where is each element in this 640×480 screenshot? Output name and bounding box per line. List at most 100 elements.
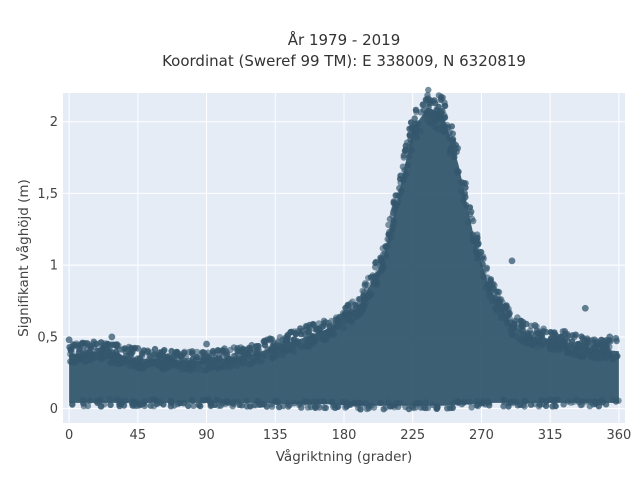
data-point	[229, 360, 236, 367]
data-point	[397, 179, 404, 186]
data-point	[357, 302, 365, 309]
data-point	[114, 360, 121, 367]
data-point	[483, 266, 490, 273]
data-point	[573, 396, 580, 403]
data-point	[107, 401, 114, 409]
data-point	[107, 359, 114, 366]
data-point	[480, 399, 487, 406]
data-point	[425, 103, 432, 111]
data-point	[304, 404, 312, 411]
data-point	[546, 345, 554, 353]
outlier-point	[581, 304, 589, 312]
data-point	[544, 397, 551, 404]
data-point	[525, 332, 532, 339]
data-point	[237, 344, 244, 351]
data-point	[322, 404, 329, 412]
data-point	[478, 248, 485, 256]
data-point	[106, 396, 114, 403]
data-point	[268, 401, 275, 408]
data-point	[151, 345, 159, 353]
data-point	[522, 339, 529, 346]
data-point	[565, 398, 572, 405]
data-point	[357, 406, 364, 413]
data-point	[549, 403, 556, 410]
data-point	[195, 360, 202, 367]
y-tick-label: 0,5	[37, 330, 58, 345]
data-point	[392, 192, 399, 199]
data-point	[68, 348, 75, 355]
data-point	[254, 351, 261, 358]
data-point	[372, 264, 379, 271]
data-point	[114, 353, 121, 360]
data-point	[282, 341, 289, 348]
data-point	[560, 401, 567, 408]
data-point	[578, 401, 586, 408]
data-point	[422, 399, 430, 406]
data-point	[355, 295, 362, 303]
data-point	[175, 356, 182, 364]
data-point	[211, 349, 219, 357]
data-point	[582, 341, 590, 348]
data-point	[509, 329, 516, 337]
data-point	[167, 403, 175, 410]
data-point	[412, 120, 419, 127]
data-point	[100, 344, 108, 352]
data-point	[385, 236, 392, 243]
data-point	[241, 357, 248, 364]
data-point	[412, 106, 420, 114]
data-point	[230, 398, 237, 406]
data-point	[602, 401, 610, 408]
data-point	[576, 348, 584, 355]
data-point	[365, 274, 372, 282]
data-point	[86, 397, 94, 404]
data-point	[194, 353, 201, 361]
data-point	[454, 398, 461, 405]
data-point	[269, 354, 276, 361]
data-point	[467, 210, 474, 218]
data-point	[273, 344, 280, 352]
data-point	[557, 333, 565, 340]
outlier-point	[322, 319, 330, 326]
data-point	[458, 401, 466, 408]
x-tick-label: 225	[400, 428, 425, 443]
data-point	[608, 354, 616, 361]
data-point	[263, 403, 270, 410]
x-tick-label: 180	[332, 428, 357, 443]
data-point	[461, 189, 468, 197]
data-point	[139, 400, 147, 407]
data-point	[392, 201, 399, 208]
data-point	[224, 399, 232, 406]
data-point	[468, 404, 475, 411]
data-point	[441, 123, 448, 130]
data-point	[126, 351, 133, 358]
data-point	[254, 357, 261, 365]
data-point	[340, 324, 347, 332]
data-point	[373, 281, 381, 288]
data-point	[469, 231, 476, 238]
data-point	[305, 337, 313, 344]
data-point	[182, 365, 189, 373]
y-tick-label: 0	[50, 402, 58, 417]
data-point	[197, 366, 204, 373]
data-point	[200, 352, 207, 360]
data-point	[385, 399, 392, 406]
data-point	[155, 357, 163, 364]
outlier-point	[606, 333, 614, 341]
data-point	[390, 219, 397, 227]
data-point	[150, 403, 158, 410]
data-point	[279, 351, 287, 359]
data-point	[252, 402, 259, 409]
data-point	[538, 331, 545, 338]
data-point	[247, 403, 254, 410]
data-point	[426, 119, 434, 126]
data-point	[432, 100, 439, 107]
data-point	[474, 231, 481, 238]
data-point	[589, 339, 596, 347]
data-point	[398, 187, 405, 194]
data-point	[509, 399, 517, 407]
data-point	[560, 340, 567, 348]
data-point	[296, 400, 304, 407]
data-point	[614, 352, 621, 360]
x-tick-label: 0	[65, 428, 73, 443]
